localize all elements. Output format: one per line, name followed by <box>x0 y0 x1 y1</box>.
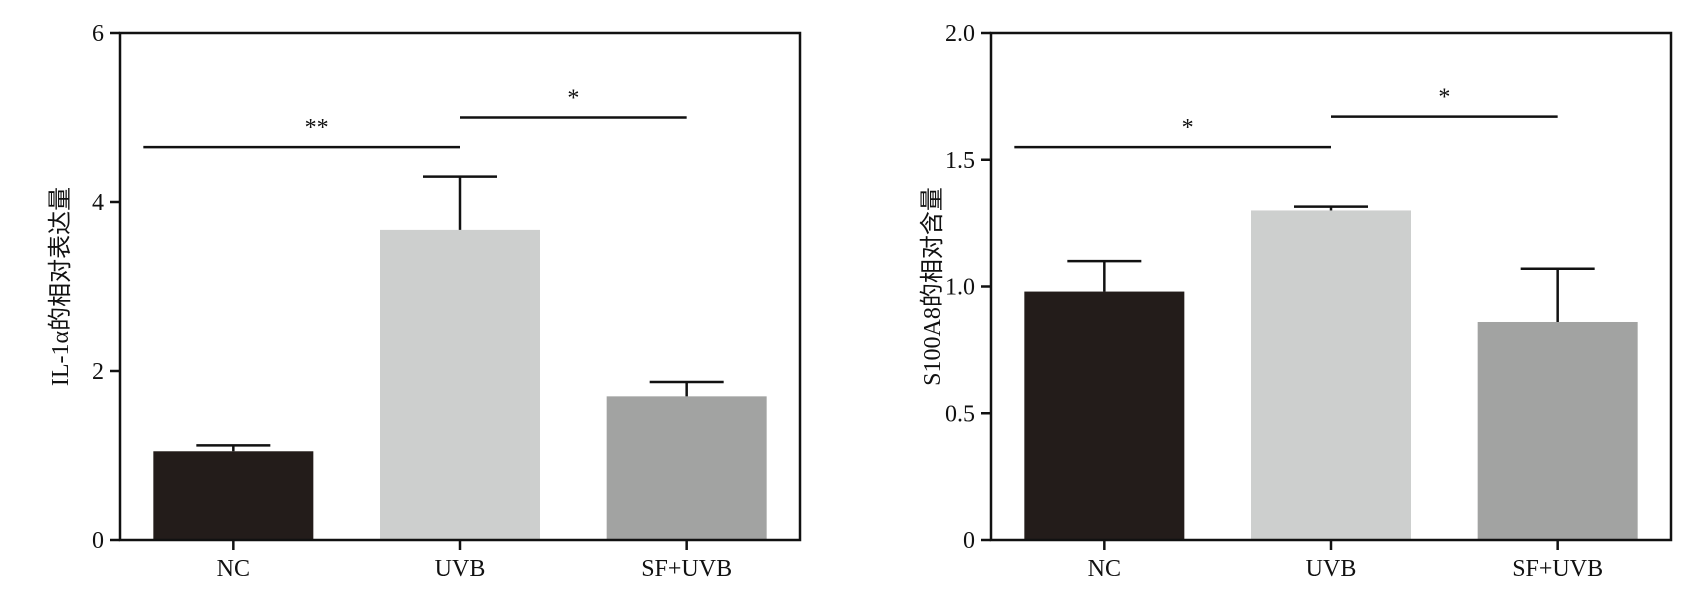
x-tick-label-nc: NC <box>217 556 250 582</box>
bar-uvb <box>380 229 540 540</box>
bar-nc <box>1024 291 1185 540</box>
y-tick-label: 0 <box>92 528 104 554</box>
y-tick-label: 6 <box>92 21 104 47</box>
x-tick-label-nc: NC <box>1088 556 1121 582</box>
x-tick-label-sf-uvb: SF+UVB <box>641 556 732 582</box>
y-tick-label: 1.0 <box>945 275 975 301</box>
y-tick-label: 1.5 <box>945 148 975 174</box>
x-tick-label-sf-uvb: SF+UVB <box>1512 556 1603 582</box>
bar-uvb <box>1251 210 1411 540</box>
y-tick-label: 0.5 <box>945 401 975 427</box>
y-tick-label: 2.0 <box>945 21 975 47</box>
y-axis-label: S100A8的相对含量 <box>919 187 946 386</box>
x-tick-label-uvb: UVB <box>435 556 486 582</box>
y-tick-label: 2 <box>92 359 104 385</box>
significance-label: ** <box>305 115 329 141</box>
y-tick-label: 4 <box>92 190 104 216</box>
significance-label: * <box>1438 85 1450 111</box>
bar-sf-uvb <box>606 396 767 540</box>
significance-label: * <box>567 86 579 112</box>
s100a8-chart-panel: 0 0.5 1.0 1.5 2.0 NC UVB SF+UVB S100A8的相对含量 * * <box>919 21 1673 582</box>
significance-label: * <box>1182 115 1194 141</box>
bar-sf-uvb <box>1477 321 1638 540</box>
y-tick-label: 0 <box>963 528 975 554</box>
x-tick-label-uvb: UVB <box>1306 556 1357 582</box>
bar-nc <box>153 451 314 540</box>
y-axis-label: IL-1α的相对表达量 <box>47 187 74 386</box>
